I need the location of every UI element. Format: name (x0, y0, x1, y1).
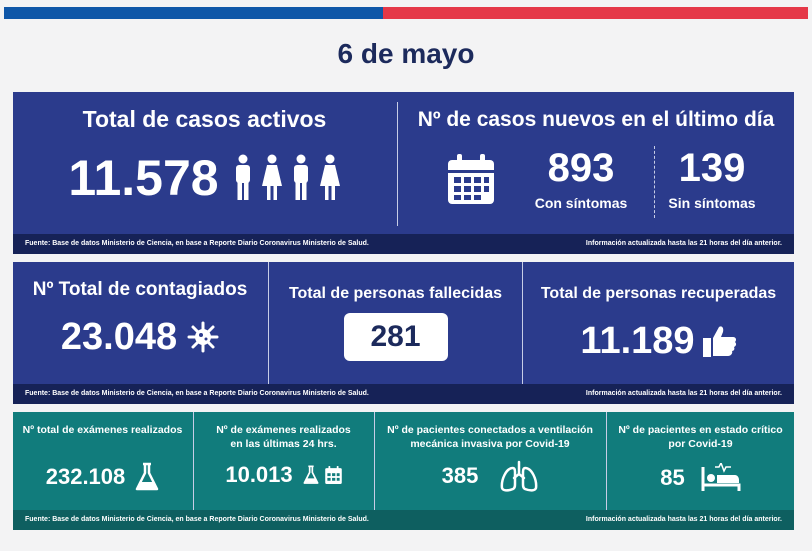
person-icon (293, 154, 308, 200)
page-title: 6 de mayo (337, 38, 475, 69)
new-cases-dashed-divider (654, 146, 655, 218)
recovered-block: Total de personas recuperadas 11.189 (523, 262, 794, 384)
new-symptomatic-value: 893 (547, 146, 615, 190)
total-exams-value: 232.108 (45, 464, 126, 489)
panel-divider (193, 412, 194, 510)
new-cases-block: Nº de casos nuevos en el último día 893 … (398, 92, 794, 234)
ventilation-title-line1: Nº de pacientes conectados a ventilación (387, 424, 593, 436)
panel-divider (606, 412, 607, 510)
virus-icon (187, 321, 219, 353)
panel-footer: Fuente: Base de datos Ministerio de Cien… (13, 234, 794, 254)
thumbs-up-icon (702, 326, 736, 357)
source-note: Fuente: Base de datos Ministerio de Cien… (25, 240, 369, 247)
flask-icon (303, 465, 319, 484)
update-note: Información actualizada hasta las 21 hor… (585, 240, 782, 247)
ventilation-block: Nº de pacientes conectados a ventilación… (375, 412, 605, 510)
panel-footer: Fuente: Base de datos Ministerio de Cien… (13, 510, 794, 530)
panel-exams: Nº total de exámenes realizados 232.108 … (13, 412, 794, 530)
top-color-bar (0, 0, 812, 20)
source-note: Fuente: Base de datos Ministerio de Cien… (25, 390, 369, 397)
exams-24h-block: Nº de exámenes realizados en las últimas… (194, 412, 373, 510)
top-bar-red (383, 7, 808, 19)
hospital-bed-icon (701, 463, 741, 491)
panel-totals: Nº Total de contagiados 23.048 Total de … (13, 262, 794, 404)
update-note: Información actualizada hasta las 21 hor… (585, 516, 782, 523)
ventilation-title-line2: mecánica invasiva por Covid-19 (410, 438, 570, 450)
exams-24h-title-line1: Nº de exámenes realizados (216, 424, 351, 436)
total-exams-block: Nº total de exámenes realizados 232.108 (13, 412, 192, 510)
lungs-icon (501, 460, 538, 492)
panel-divider (397, 102, 398, 226)
person-icon (261, 154, 282, 200)
update-note: Información actualizada hasta las 21 hor… (585, 390, 782, 397)
deaths-title: Total de personas fallecidas (288, 285, 503, 302)
new-symptomatic-label: Con síntomas (534, 195, 628, 211)
panel-footer: Fuente: Base de datos Ministerio de Cien… (13, 384, 794, 404)
total-infected-value: 23.048 (60, 315, 178, 358)
panel-divider (522, 262, 523, 384)
panel-active-cases: Total de casos activos 11.578 Nº de caso… (13, 92, 794, 254)
source-note: Fuente: Base de datos Ministerio de Cien… (25, 516, 369, 523)
panel-divider (374, 412, 375, 510)
critical-block: Nº de pacientes en estado crítico por Co… (607, 412, 794, 510)
exams-24h-value: 10.013 (225, 462, 293, 487)
total-infected-block: Nº Total de contagiados 23.048 (13, 262, 267, 384)
total-infected-title: Nº Total de contagiados (32, 279, 248, 300)
ventilation-value: 385 (441, 463, 479, 488)
new-asymptomatic-label: Sin síntomas (668, 195, 756, 211)
total-exams-title: Nº total de exámenes realizados (22, 424, 183, 436)
deaths-value: 281 (343, 313, 448, 361)
calendar-icon (324, 466, 342, 484)
panel-divider (268, 262, 269, 384)
new-cases-title: Nº de casos nuevos en el último día (417, 108, 775, 131)
critical-title-line2: por Covid-19 (668, 438, 733, 450)
person-icon (235, 154, 250, 200)
top-bar-blue (4, 7, 383, 19)
active-cases-value: 11.578 (68, 150, 219, 206)
flask-icon (136, 462, 159, 491)
recovered-value: 11.189 (580, 319, 695, 362)
active-cases-block: Total de casos activos 11.578 (13, 92, 396, 234)
calendar-icon (448, 154, 494, 204)
person-icon (319, 154, 340, 200)
exams-24h-title-line2: en las últimas 24 hrs. (230, 438, 337, 450)
active-cases-title: Total de casos activos (82, 106, 327, 132)
critical-value: 85 (660, 465, 685, 490)
new-asymptomatic-value: 139 (678, 146, 746, 190)
deaths-block: Total de personas fallecidas 281 (269, 262, 522, 384)
critical-title-line1: Nº de pacientes en estado crítico (618, 424, 783, 436)
recovered-title: Total de personas recuperadas (540, 285, 777, 302)
